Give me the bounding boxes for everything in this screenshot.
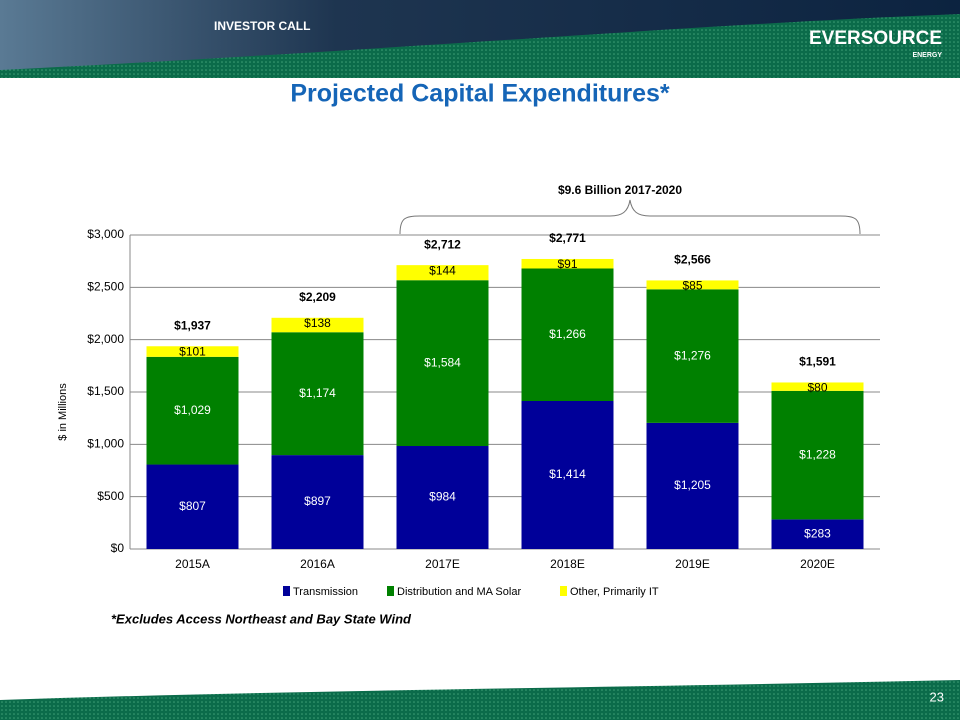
value-label: $1,584 xyxy=(424,355,461,369)
value-label: $91 xyxy=(557,257,577,271)
y-tick-label: $2,000 xyxy=(87,332,124,346)
header-photo xyxy=(0,0,960,70)
value-label: $807 xyxy=(179,499,206,513)
value-label: $1,414 xyxy=(549,467,586,481)
total-label: $2,771 xyxy=(549,231,586,245)
y-tick-label: $1,000 xyxy=(87,437,124,451)
footer-band xyxy=(0,680,960,720)
value-label: $85 xyxy=(682,279,702,293)
value-label: $101 xyxy=(179,344,206,358)
value-label: $80 xyxy=(807,381,827,395)
logo: EVERSOURCE xyxy=(809,28,942,49)
value-label: $1,276 xyxy=(674,348,711,362)
total-label: $1,591 xyxy=(799,355,836,369)
legend-swatch xyxy=(283,586,290,596)
footnote: *Excludes Access Northeast and Bay State… xyxy=(111,611,412,626)
y-tick-label: $1,500 xyxy=(87,384,124,398)
x-tick-label: 2019E xyxy=(675,557,710,571)
bar-segment xyxy=(521,258,614,269)
bar-segment xyxy=(396,280,489,447)
value-label: $1,029 xyxy=(174,403,211,417)
x-tick-label: 2018E xyxy=(550,557,585,571)
bar-segment xyxy=(771,390,864,520)
value-label: $897 xyxy=(304,494,331,508)
bar-segment xyxy=(646,289,739,423)
y-axis-label: $ in Millions xyxy=(57,383,69,441)
bar-segment xyxy=(396,265,489,281)
bar-segment xyxy=(271,317,364,333)
value-label: $1,266 xyxy=(549,327,586,341)
total-label: $2,566 xyxy=(674,253,711,267)
bar-segment xyxy=(396,446,489,549)
x-tick-label: 2015A xyxy=(175,557,210,571)
bar-segment xyxy=(521,401,614,549)
legend-label: Other, Primarily IT xyxy=(570,586,659,598)
value-label: $984 xyxy=(429,490,456,504)
bar-segment xyxy=(521,268,614,402)
value-label: $1,228 xyxy=(799,447,836,461)
bar-segment xyxy=(271,455,364,549)
total-label: $1,937 xyxy=(174,318,211,332)
bar-segment xyxy=(146,356,239,465)
bar-segment xyxy=(146,346,239,357)
y-tick-label: $3,000 xyxy=(87,227,124,241)
bar-segment xyxy=(146,464,239,549)
bar-segment xyxy=(271,332,364,456)
y-tick-label: $0 xyxy=(111,541,125,555)
x-tick-label: 2017E xyxy=(425,557,460,571)
legend-swatch xyxy=(560,586,567,596)
logo-sub: ENERGY xyxy=(912,52,942,59)
total-label: $2,712 xyxy=(424,237,461,251)
header-label: INVESTOR CALL xyxy=(214,19,310,33)
legend-label: Transmission xyxy=(293,586,358,598)
brace xyxy=(399,199,861,235)
bar-segment xyxy=(646,422,739,549)
value-label: $144 xyxy=(429,263,456,277)
bar-segment xyxy=(771,519,864,549)
chart-title: Projected Capital Expenditures* xyxy=(290,80,670,108)
y-tick-label: $2,500 xyxy=(87,280,124,294)
bar-segment xyxy=(646,280,739,290)
x-tick-label: 2016A xyxy=(300,557,335,571)
bar-segment xyxy=(771,382,864,391)
legend-label: Distribution and MA Solar xyxy=(397,586,521,598)
value-label: $1,174 xyxy=(299,386,336,400)
annotation: $9.6 Billion 2017-2020 xyxy=(558,183,682,197)
legend-swatch xyxy=(387,586,394,596)
value-label: $1,205 xyxy=(674,478,711,492)
x-tick-label: 2020E xyxy=(800,557,835,571)
value-label: $283 xyxy=(804,526,831,540)
page-number: 23 xyxy=(930,689,944,704)
total-label: $2,209 xyxy=(299,290,336,304)
value-label: $138 xyxy=(304,316,331,330)
y-tick-label: $500 xyxy=(97,489,124,503)
